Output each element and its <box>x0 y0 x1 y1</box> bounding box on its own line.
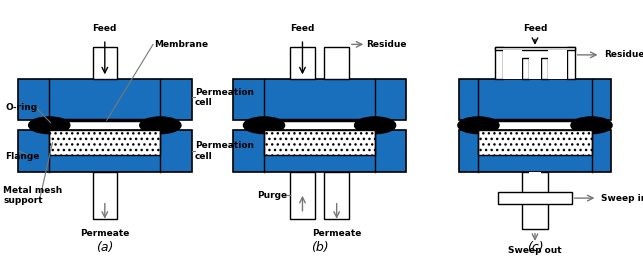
Bar <box>93 47 117 79</box>
Bar <box>521 172 548 229</box>
Text: Residue: Residue <box>604 50 643 59</box>
Text: Permeation
cell: Permeation cell <box>195 88 254 107</box>
Bar <box>529 172 541 226</box>
Circle shape <box>140 117 181 134</box>
Text: Permeate: Permeate <box>80 229 129 238</box>
Bar <box>18 130 192 172</box>
Bar <box>50 130 160 155</box>
Circle shape <box>354 117 395 134</box>
Bar <box>458 130 611 172</box>
Bar <box>529 195 541 201</box>
Circle shape <box>458 117 499 134</box>
Circle shape <box>571 117 612 134</box>
Text: Feed: Feed <box>290 24 314 33</box>
Bar <box>18 79 192 120</box>
Circle shape <box>29 117 70 134</box>
Bar <box>93 172 117 219</box>
Text: Purge: Purge <box>257 191 287 200</box>
Text: Membrane: Membrane <box>154 40 208 49</box>
Bar <box>233 79 406 120</box>
Bar <box>548 50 567 79</box>
Bar <box>506 195 564 201</box>
Text: (b): (b) <box>311 241 329 254</box>
Text: Metal mesh
support: Metal mesh support <box>3 186 62 205</box>
Text: Permeation
cell: Permeation cell <box>195 141 254 161</box>
Bar <box>495 47 503 79</box>
Text: Sweep in: Sweep in <box>601 194 643 203</box>
Bar <box>458 79 611 120</box>
Bar <box>325 172 349 219</box>
Text: (a): (a) <box>96 241 114 254</box>
Circle shape <box>244 117 285 134</box>
Bar <box>290 47 314 79</box>
Text: Residue: Residue <box>367 40 406 49</box>
Text: O-ring: O-ring <box>5 103 37 111</box>
Bar <box>495 47 575 50</box>
Bar <box>541 58 548 79</box>
Bar <box>233 130 406 172</box>
Text: Sweep out: Sweep out <box>508 246 562 255</box>
Text: (c): (c) <box>527 241 543 254</box>
Bar <box>529 58 541 79</box>
Bar <box>264 130 375 155</box>
Bar <box>290 172 314 219</box>
Bar <box>567 47 575 79</box>
Text: Flange: Flange <box>5 152 39 161</box>
Bar <box>521 58 529 79</box>
Text: Feed: Feed <box>523 24 547 33</box>
Bar <box>478 130 592 155</box>
Bar <box>503 50 521 79</box>
Bar <box>498 192 572 204</box>
Text: Permeate: Permeate <box>312 229 361 238</box>
Bar <box>325 47 349 79</box>
Text: Feed: Feed <box>93 24 117 33</box>
